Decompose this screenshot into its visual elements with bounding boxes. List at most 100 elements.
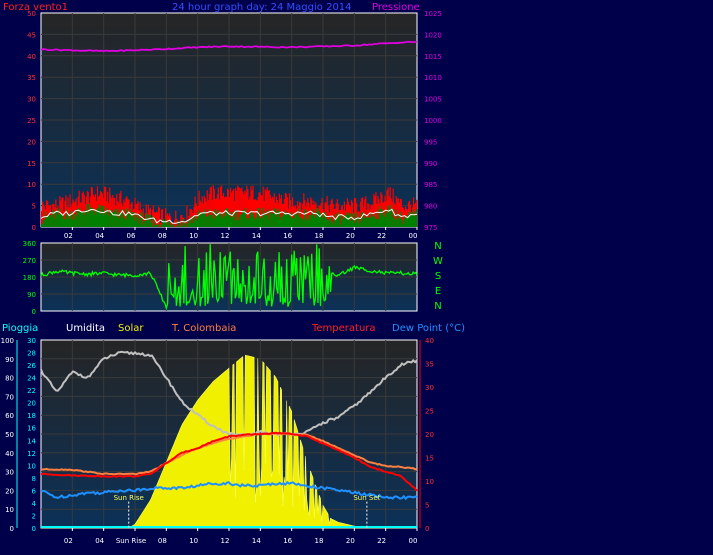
wind-avg-bar bbox=[368, 217, 370, 227]
wind-avg-bar bbox=[160, 224, 163, 227]
wind-gust-bar bbox=[326, 196, 328, 227]
rain-tick-label: 0 bbox=[10, 525, 14, 533]
temp-tick-label: 5 bbox=[425, 502, 429, 510]
wind-gust-bar bbox=[216, 194, 219, 227]
time-tick-label: 16 bbox=[283, 537, 292, 545]
rain-tick-label: 60 bbox=[5, 412, 14, 420]
wind-avg-bar bbox=[203, 211, 205, 227]
wind-gust-bar bbox=[120, 190, 122, 227]
wind-avg-bar bbox=[415, 209, 418, 227]
wind-avg-bar bbox=[133, 212, 135, 227]
wind-gust-bar bbox=[83, 194, 85, 227]
wind-avg-bar bbox=[352, 220, 355, 227]
wind-avg-bar bbox=[286, 211, 289, 227]
wind-avg-bar bbox=[373, 212, 375, 227]
wind-avg-bar bbox=[404, 218, 407, 227]
wind-avg-bar bbox=[240, 214, 242, 227]
wind-avg-bar bbox=[199, 215, 201, 227]
time-axis-top: 02 04 06 08 10 12 14 16 18 20 22 00 bbox=[64, 227, 418, 240]
rain-legend: Pioggia bbox=[2, 323, 38, 334]
wind-avg-bar bbox=[378, 218, 380, 227]
wind-gust-bar bbox=[293, 206, 295, 227]
wind-avg-bar bbox=[95, 211, 98, 227]
wind-gust-bar bbox=[359, 212, 361, 227]
wind-avg-bar bbox=[85, 210, 87, 227]
wind-avg-bar bbox=[313, 215, 315, 227]
wind-avg-bar bbox=[306, 218, 308, 227]
wind-avg-bar bbox=[275, 216, 277, 227]
wind-avg-bar bbox=[233, 211, 235, 227]
wind-avg-bar bbox=[269, 213, 271, 227]
wind-gust-bar bbox=[399, 198, 401, 227]
pressure-tick-label: 1005 bbox=[424, 96, 442, 104]
compass-label: W bbox=[433, 256, 443, 267]
wind-avg-bar bbox=[162, 220, 165, 227]
rain-tick-label: 70 bbox=[5, 393, 14, 401]
wind-avg-bar bbox=[81, 211, 83, 227]
time-axis-bottom: 02 04 Sun Rise 08 10 12 14 16 18 20 22 00 bbox=[64, 528, 418, 545]
wind-avg-bar bbox=[58, 214, 60, 227]
wind-gust-bar bbox=[122, 206, 124, 227]
wind-gust-bar bbox=[87, 191, 89, 227]
direction-line bbox=[40, 244, 418, 311]
wind-avg-bar bbox=[248, 218, 250, 227]
wind-avg-bar bbox=[45, 211, 47, 227]
wind-avg-bar bbox=[120, 212, 122, 227]
wind-avg-bar bbox=[280, 219, 283, 227]
wind-gust-bar bbox=[220, 185, 223, 227]
wind-avg-bar bbox=[276, 210, 278, 227]
wind-avg-bar bbox=[367, 216, 369, 227]
wind-avg-bar bbox=[191, 215, 193, 227]
wind-avg-bar bbox=[282, 215, 285, 227]
wind-gust-bar bbox=[250, 185, 252, 227]
wind-gust-bar bbox=[361, 198, 363, 227]
wind-avg-bar bbox=[329, 216, 331, 227]
wind-gust-bar bbox=[310, 197, 312, 227]
wind-avg-bar bbox=[407, 214, 410, 227]
wind-gust-bar bbox=[325, 202, 327, 227]
wind-gust-bar bbox=[262, 186, 264, 227]
wind-gust-bar bbox=[63, 211, 65, 227]
wind-avg-bar bbox=[257, 207, 259, 227]
wind-gust-bar bbox=[134, 197, 136, 227]
wind-gust-bar bbox=[222, 193, 225, 227]
wind-gust-bar bbox=[206, 190, 208, 227]
wind-avg-bar bbox=[146, 213, 148, 227]
wind-avg-bar bbox=[330, 217, 332, 227]
wind-pressure-data bbox=[40, 40, 418, 227]
wind-gust-bar bbox=[407, 202, 410, 227]
wind-avg-bar bbox=[97, 204, 100, 227]
wind-avg-bar bbox=[310, 215, 312, 227]
wind-avg-bar bbox=[377, 209, 379, 227]
wind-avg-bar bbox=[305, 209, 307, 227]
wind-gust-bar bbox=[42, 201, 44, 227]
wind-avg-bar bbox=[102, 206, 105, 227]
wind-avg-bar bbox=[294, 213, 296, 227]
wind-avg-bar bbox=[287, 213, 290, 227]
wind-avg-bar bbox=[325, 214, 327, 227]
wind-avg-bar bbox=[332, 221, 334, 227]
wind-avg-bar bbox=[383, 212, 385, 227]
wind-avg-bar bbox=[245, 208, 247, 227]
wind-avg-bar bbox=[392, 209, 394, 227]
wind-gust-bar bbox=[99, 191, 102, 227]
wind-avg-bar bbox=[311, 213, 313, 227]
wind-gust-bar bbox=[254, 199, 256, 227]
wind-avg-bar bbox=[51, 217, 53, 227]
wind-avg-bar bbox=[334, 218, 336, 227]
wind-avg-bar bbox=[155, 224, 158, 227]
wind-avg-bar bbox=[101, 205, 104, 227]
wind-avg-bar bbox=[239, 217, 241, 227]
wind-avg-bar bbox=[168, 221, 170, 227]
wind-avg-bar bbox=[105, 214, 107, 227]
wind-gust-bar bbox=[236, 190, 238, 227]
wind-avg-bar bbox=[283, 212, 286, 227]
wind-avg-bar bbox=[320, 213, 322, 227]
wind-avg-bar bbox=[303, 220, 305, 227]
wind-avg-bar bbox=[412, 209, 415, 227]
pressure-tick-label: 1000 bbox=[424, 117, 442, 125]
wind-gust-bar bbox=[329, 204, 331, 227]
wind-avg-bar bbox=[386, 213, 388, 227]
wind-gust-bar bbox=[302, 203, 304, 227]
